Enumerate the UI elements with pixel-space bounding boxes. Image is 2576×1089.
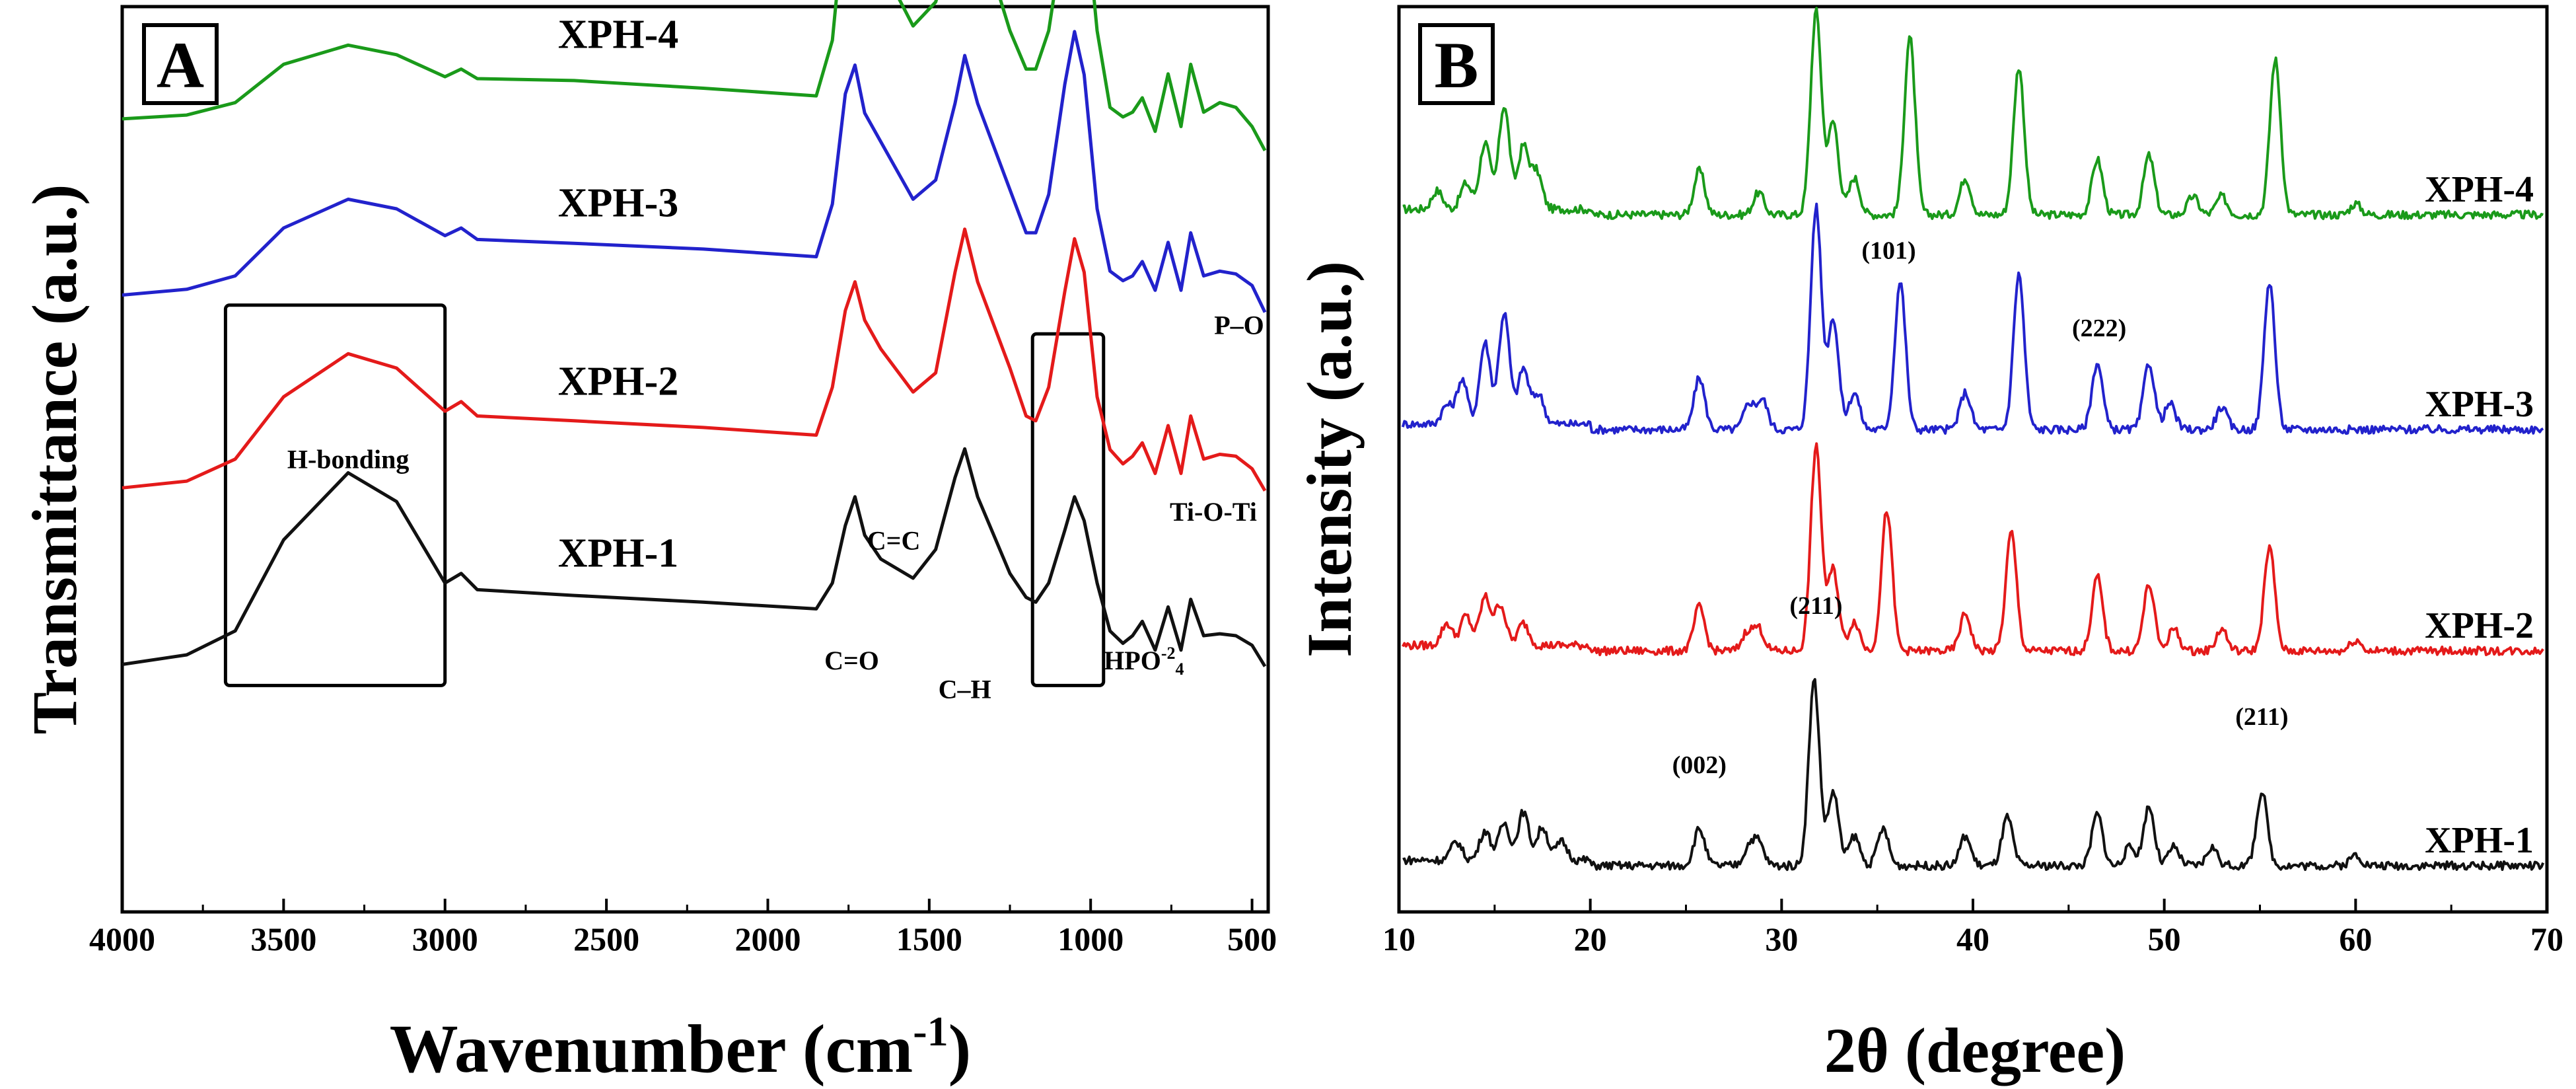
x-tick-label-b-40: 40: [1956, 920, 1989, 958]
ftir-line-xph-3: [122, 30, 1267, 313]
panel-a: 4000 3500 3000 2500 2000 1500 1000 500 H-bondin…: [19, 0, 1277, 1087]
annotation-a-c-o: C=O: [824, 646, 879, 675]
hpo4-box: [1030, 332, 1106, 687]
xrd-line-xph-4: [1402, 7, 2544, 221]
xrd-label-xph-1: XPH-1: [2425, 820, 2534, 861]
xrd-label-xph-3: XPH-3: [2425, 384, 2534, 425]
x-tick-label-a-1500: 1500: [896, 920, 962, 958]
panel-a-frame: [120, 5, 1270, 914]
annotation-a-hpo: HPO-24: [1104, 644, 1184, 679]
xrd-line-xph-3: [1401, 202, 2544, 435]
annotation-a-c-c: C=C: [867, 526, 921, 556]
ftir-label-xph-3: XPH-3: [558, 181, 679, 226]
ftir-line-xph-1: [122, 447, 1267, 667]
x-tick-label-b-30: 30: [1765, 920, 1798, 958]
xrd-label-xph-4: XPH-4: [2425, 169, 2534, 210]
panel-a-label: A: [157, 28, 204, 102]
x-tick-label-b-70: 70: [2530, 920, 2563, 958]
x-tick-label-b-10: 10: [1382, 920, 1415, 958]
panel-b-label: B: [1435, 28, 1479, 102]
panel-b-y-axis-title: Intensity (a.u.): [1294, 261, 1365, 657]
ftir-label-xph-2: XPH-2: [558, 359, 679, 404]
x-tick-label-b-50: 50: [2148, 920, 2181, 958]
xrd-line-xph-1: [1402, 678, 2545, 872]
x-tick-label-a-3000: 3000: [412, 920, 478, 958]
x-tick-label-a-2500: 2500: [573, 920, 639, 958]
annotation-b-101-5: (101): [1861, 237, 1915, 265]
annotation-a-p-o: P–O: [1214, 310, 1264, 340]
panel-a-x-axis-title: Wavenumber (cm-1): [390, 1008, 971, 1087]
ftir-line-xph-4: [122, 0, 1267, 151]
xrd-line-xph-2: [1402, 442, 2544, 657]
ftir-label-xph-1: XPH-1: [558, 531, 679, 576]
annotation-b-222-6: (222): [2072, 315, 2126, 342]
ftir-line-xph-2: [122, 227, 1267, 492]
annotation-a-h-bonding: H-bonding: [287, 444, 410, 474]
ftir-label-xph-4: XPH-4: [558, 13, 679, 57]
x-tick-label-a-500: 500: [1227, 920, 1277, 958]
x-tick-label-a-2000: 2000: [734, 920, 801, 958]
xrd-label-xph-2: XPH-2: [2425, 605, 2534, 646]
panel-b-label-box: [1418, 23, 1495, 105]
panel-b-x-axis-title: 2θ (degree): [1824, 1015, 2126, 1086]
x-tick-label-b-20: 20: [1574, 920, 1607, 958]
h-bonding-box: [223, 303, 447, 687]
annotation-a-ti-o-ti: Ti-O-Ti: [1170, 497, 1257, 527]
x-tick-label-a-1000: 1000: [1057, 920, 1124, 958]
annotation-a-c-h: C–H: [939, 674, 991, 704]
panel-b-frame: [1397, 5, 2549, 914]
panel-a-y-axis-title: Transmittance (a.u.): [19, 184, 90, 735]
annotation-b-002-8: (002): [1672, 751, 1727, 779]
annotation-b-211-7: (211): [1789, 592, 1842, 620]
panel-a-label-box: [142, 23, 219, 105]
x-tick-label-a-4000: 4000: [89, 920, 155, 958]
x-tick-label-a-3500: 3500: [250, 920, 316, 958]
annotation-b-211-9: (211): [2235, 703, 2288, 731]
x-tick-label-b-60: 60: [2339, 920, 2372, 958]
